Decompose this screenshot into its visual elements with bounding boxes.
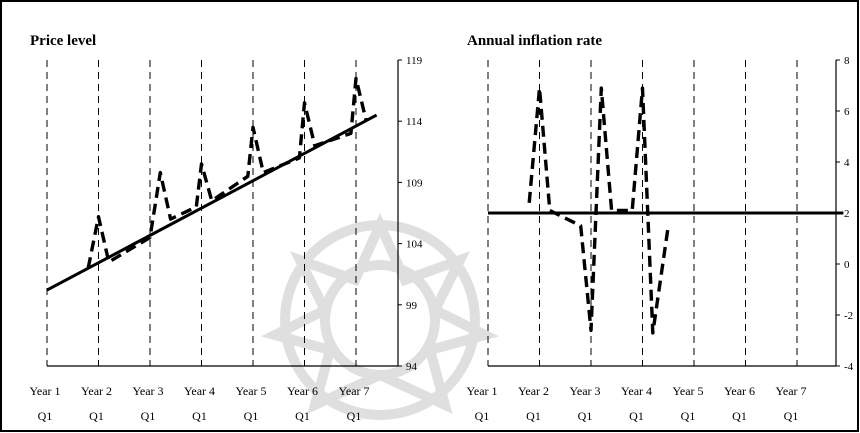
inflation-rate-series [488, 86, 844, 335]
price-level-x-tick-label-year: Year 7 [338, 384, 369, 398]
price-level-y-tick-label: 109 [406, 177, 423, 189]
price-level-y-tick-label: 94 [406, 361, 418, 373]
inflation-rate-x-tick-label-quarter: Q1 [732, 409, 747, 423]
price-level-x-tick-label-year: Year 1 [29, 384, 60, 398]
price-level-x-tick-label-year: Year 5 [235, 384, 266, 398]
inflation-rate-y-tick-label: -2 [844, 310, 853, 322]
inflation-rate-x-tick-label-year: Year 1 [466, 384, 497, 398]
price-level-y-tick-label: 99 [406, 300, 418, 312]
inflation-rate-y-tick-label: 2 [844, 208, 850, 220]
inflation-rate-x-tick-label-quarter: Q1 [629, 409, 644, 423]
inflation-rate-y-tick-label: 8 [844, 55, 850, 67]
price-level-x-tick-label-quarter: Q1 [38, 409, 53, 423]
inflation-rate-x-tick-label-year: Year 3 [569, 384, 600, 398]
inflation-rate-series-dashed-line [527, 86, 670, 335]
inflation-rate-x-tick-label-year: Year 4 [621, 384, 652, 398]
inflation-rate-panel: Annual inflation rate 8 6 4 2 0 -2 -4 Year 1 Q1… [466, 33, 853, 423]
inflation-rate-y-tick-label: 6 [844, 106, 850, 118]
price-level-x-tick-label-quarter: Q1 [141, 409, 156, 423]
inflation-rate-x-tick-label-quarter: Q1 [578, 409, 593, 423]
inflation-rate-x-tick-label-year: Year 6 [724, 384, 755, 398]
price-level-y-tick-label: 114 [406, 116, 423, 128]
inflation-rate-x-tick-label-year: Year 5 [672, 384, 703, 398]
price-level-x-tick-label-quarter: Q1 [347, 409, 362, 423]
inflation-rate-x-tick-label-year: Year 7 [775, 384, 806, 398]
price-level-x-ticks: Year 1 Q1 Year 2 Q1 Year 3 Q1 Year 4 Q1 Year 5 Q1… [29, 384, 369, 423]
inflation-rate-x-tick-label-quarter: Q1 [784, 409, 799, 423]
price-level-x-tick-label-year: Year 3 [132, 384, 163, 398]
price-level-x-tick-label-year: Year 2 [81, 384, 112, 398]
price-level-x-tick-label-quarter: Q1 [89, 409, 104, 423]
price-level-series [46, 76, 378, 292]
price-level-x-tick-label-year: Year 4 [184, 384, 215, 398]
inflation-rate-x-tick-label-quarter: Q1 [526, 409, 541, 423]
inflation-rate-y-tick-label: -4 [844, 361, 854, 373]
price-level-x-tick-label-year: Year 6 [287, 384, 318, 398]
inflation-rate-title: Annual inflation rate [467, 33, 602, 49]
inflation-rate-x-ticks: Year 1 Q1 Year 2 Q1 Year 3 Q1 Year 4 Q1 Year 5 Q1… [466, 384, 806, 423]
inflation-rate-y-tick-label: 0 [844, 259, 850, 271]
price-level-x-tick-label-quarter: Q1 [295, 409, 310, 423]
price-level-x-tick-label-quarter: Q1 [244, 409, 259, 423]
inflation-rate-x-tick-label-quarter: Q1 [475, 409, 490, 423]
watermark-logo [261, 212, 499, 420]
price-level-title: Price level [30, 33, 96, 49]
price-level-y-tick-label: 104 [406, 239, 423, 251]
inflation-rate-x-tick-label-year: Year 2 [518, 384, 549, 398]
price-level-x-tick-label-quarter: Q1 [192, 409, 207, 423]
inflation-rate-y-tick-label: 4 [844, 157, 850, 169]
price-level-y-tick-label: 119 [406, 55, 423, 67]
inflation-rate-x-tick-label-quarter: Q1 [681, 409, 696, 423]
price-level-y-ticks: 119 114 109 104 99 94 [398, 55, 423, 373]
price-level-series-dashed-line [86, 76, 368, 269]
